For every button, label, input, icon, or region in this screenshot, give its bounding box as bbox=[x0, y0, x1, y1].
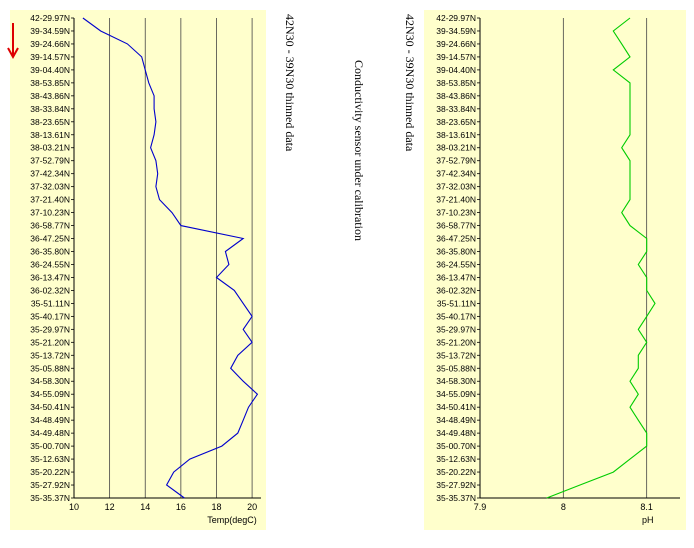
temp-y-tick-label: 35-21.20N bbox=[30, 337, 70, 347]
temp-y-tick-label: 39-04.40N bbox=[30, 65, 70, 75]
ph-y-tick-label: 37-52.79N bbox=[436, 156, 476, 166]
temp-x-axis-label: Temp(degC) bbox=[207, 515, 257, 525]
temp-y-tick-label: 39-34.59N bbox=[30, 26, 70, 36]
ph-y-tick-label: 39-04.40N bbox=[436, 65, 476, 75]
ph-y-tick-label: 38-33.84N bbox=[436, 104, 476, 114]
ph-y-tick-label: 38-43.86N bbox=[436, 91, 476, 101]
temp-y-tick-label: 35-51.11N bbox=[31, 298, 70, 308]
temp-x-tick-label: 20 bbox=[247, 502, 257, 512]
temp-y-tick-label: 37-32.03N bbox=[30, 182, 70, 192]
temp-series-line bbox=[82, 17, 259, 499]
temp-x-tick-label: 16 bbox=[176, 502, 186, 512]
ph-y-tick-label: 35-12.63N bbox=[436, 454, 476, 464]
ph-y-tick-label: 39-14.57N bbox=[436, 52, 476, 62]
temp-y-tick-label: 35-00.70N bbox=[30, 441, 70, 451]
temp-y-tick-label: 38-43.86N bbox=[30, 91, 70, 101]
temp-x-tick-label: 14 bbox=[140, 502, 150, 512]
ph-y-tick-label: 35-35.37N bbox=[436, 493, 476, 503]
temp-y-tick-label: 34-49.48N bbox=[30, 428, 70, 438]
temp-y-tick-label: 35-29.97N bbox=[30, 324, 70, 334]
ph-y-tick-label: 34-58.30N bbox=[436, 376, 476, 386]
temp-y-tick-label: 36-35.80N bbox=[30, 247, 70, 257]
temp-x-tick-label: 18 bbox=[211, 502, 221, 512]
ph-y-tick-label: 35-51.11N bbox=[437, 298, 476, 308]
temp-y-tick-label: 39-24.66N bbox=[30, 39, 70, 49]
ph-series-line bbox=[546, 17, 656, 499]
temp-y-tick-label: 34-58.30N bbox=[30, 376, 70, 386]
temp-y-tick-label: 35-05.88N bbox=[30, 363, 70, 373]
temp-y-tick-label: 35-12.63N bbox=[30, 454, 70, 464]
temp-y-tick-label: 36-13.47N bbox=[30, 272, 70, 282]
ph-y-tick-label: 38-03.21N bbox=[436, 143, 476, 153]
ph-x-tick-label: 8.1 bbox=[640, 502, 653, 512]
ph-y-tick-label: 35-00.70N bbox=[436, 441, 476, 451]
ph-x-tick-label: 8 bbox=[561, 502, 566, 512]
temp-y-tick-label: 42-29.97N bbox=[30, 13, 70, 23]
ph-y-tick-label: 38-13.61N bbox=[436, 130, 476, 140]
right-chart-title: 42N30 - 39N30 thinned data bbox=[403, 14, 417, 152]
ph-x-axis-label: pH bbox=[642, 515, 654, 525]
temp-y-tick-label: 38-53.85N bbox=[30, 78, 70, 88]
ph-y-tick-label: 36-47.25N bbox=[436, 234, 476, 244]
temp-y-tick-label: 39-14.57N bbox=[30, 52, 70, 62]
ph-y-tick-label: 36-35.80N bbox=[436, 247, 476, 257]
temp-y-tick-label: 37-52.79N bbox=[30, 156, 70, 166]
ph-y-tick-label: 34-55.09N bbox=[436, 389, 476, 399]
temp-y-tick-label: 38-33.84N bbox=[30, 104, 70, 114]
ph-y-tick-label: 35-20.22N bbox=[436, 467, 476, 477]
temp-y-tick-label: 34-50.41N bbox=[30, 402, 70, 412]
temp-y-tick-label: 38-03.21N bbox=[30, 143, 70, 153]
ph-y-tick-label: 38-23.65N bbox=[436, 117, 476, 127]
ph-y-tick-label: 39-24.66N bbox=[436, 39, 476, 49]
temp-y-tick-label: 34-48.49N bbox=[30, 415, 70, 425]
ph-y-tick-label: 42-29.97N bbox=[436, 13, 476, 23]
ph-x-tick-label: 7.9 bbox=[474, 502, 487, 512]
calibration-note: Conductivity sensor under calibration bbox=[352, 60, 366, 241]
ph-y-tick-label: 38-53.85N bbox=[436, 78, 476, 88]
ph-y-tick-label: 36-02.32N bbox=[436, 285, 476, 295]
ph-y-tick-label: 39-34.59N bbox=[436, 26, 476, 36]
temp-y-tick-label: 34-55.09N bbox=[30, 389, 70, 399]
temp-y-tick-label: 36-58.77N bbox=[30, 221, 70, 231]
temp-y-tick-label: 36-47.25N bbox=[30, 234, 70, 244]
temperature-chart: 10 12 14 16 18 20 42-29.97N 39-34.59N 39-24.66N 3… bbox=[30, 13, 261, 525]
temp-y-tick-label: 37-21.40N bbox=[30, 195, 70, 205]
ph-chart: 7.9 8 8.1 42-29.97N 39-34.59N 39-24.66N 39-14.… bbox=[436, 13, 680, 525]
temp-x-tick-label: 10 bbox=[69, 502, 79, 512]
ph-y-tick-label: 35-27.92N bbox=[436, 480, 476, 490]
ph-y-tick-label: 37-42.34N bbox=[436, 169, 476, 179]
temp-x-tick-label: 12 bbox=[105, 502, 115, 512]
ph-y-tick-label: 34-50.41N bbox=[436, 402, 476, 412]
temp-y-tick-label: 36-02.32N bbox=[30, 285, 70, 295]
temp-y-tick-label: 35-13.72N bbox=[30, 350, 70, 360]
ph-y-tick-label: 34-49.48N bbox=[436, 428, 476, 438]
ph-y-tick-label: 35-21.20N bbox=[436, 337, 476, 347]
ph-y-tick-label: 35-05.88N bbox=[436, 363, 476, 373]
temp-y-tick-label: 35-40.17N bbox=[30, 311, 70, 321]
temp-y-tick-label: 35-27.92N bbox=[30, 480, 70, 490]
ph-y-tick-label: 35-40.17N bbox=[436, 311, 476, 321]
ph-y-tick-label: 37-21.40N bbox=[436, 195, 476, 205]
temp-y-tick-label: 37-42.34N bbox=[30, 169, 70, 179]
temp-y-tick-label: 35-35.37N bbox=[30, 493, 70, 503]
temperature-chart-panel: 10 12 14 16 18 20 42-29.97N 39-34.59N 39-24.66N 3… bbox=[10, 10, 266, 530]
temp-y-tick-label: 38-23.65N bbox=[30, 117, 70, 127]
ph-y-tick-label: 36-13.47N bbox=[436, 272, 476, 282]
ph-y-tick-label: 36-58.77N bbox=[436, 221, 476, 231]
ph-y-tick-label: 35-29.97N bbox=[436, 324, 476, 334]
ph-chart-panel: 7.9 8 8.1 42-29.97N 39-34.59N 39-24.66N 39-14.… bbox=[424, 10, 686, 530]
ph-y-tick-label: 35-13.72N bbox=[436, 350, 476, 360]
ph-y-tick-label: 36-24.55N bbox=[436, 259, 476, 269]
ph-y-tick-label: 37-10.23N bbox=[436, 208, 476, 218]
left-chart-title: 42N30 - 39N30 thinned data bbox=[283, 14, 297, 152]
ph-y-tick-label: 37-32.03N bbox=[436, 182, 476, 192]
ph-y-tick-label: 34-48.49N bbox=[436, 415, 476, 425]
temp-y-tick-label: 35-20.22N bbox=[30, 467, 70, 477]
down-arrow-icon bbox=[7, 23, 19, 60]
temp-y-tick-label: 37-10.23N bbox=[30, 208, 70, 218]
temp-y-tick-label: 36-24.55N bbox=[30, 259, 70, 269]
temp-y-tick-label: 38-13.61N bbox=[30, 130, 70, 140]
